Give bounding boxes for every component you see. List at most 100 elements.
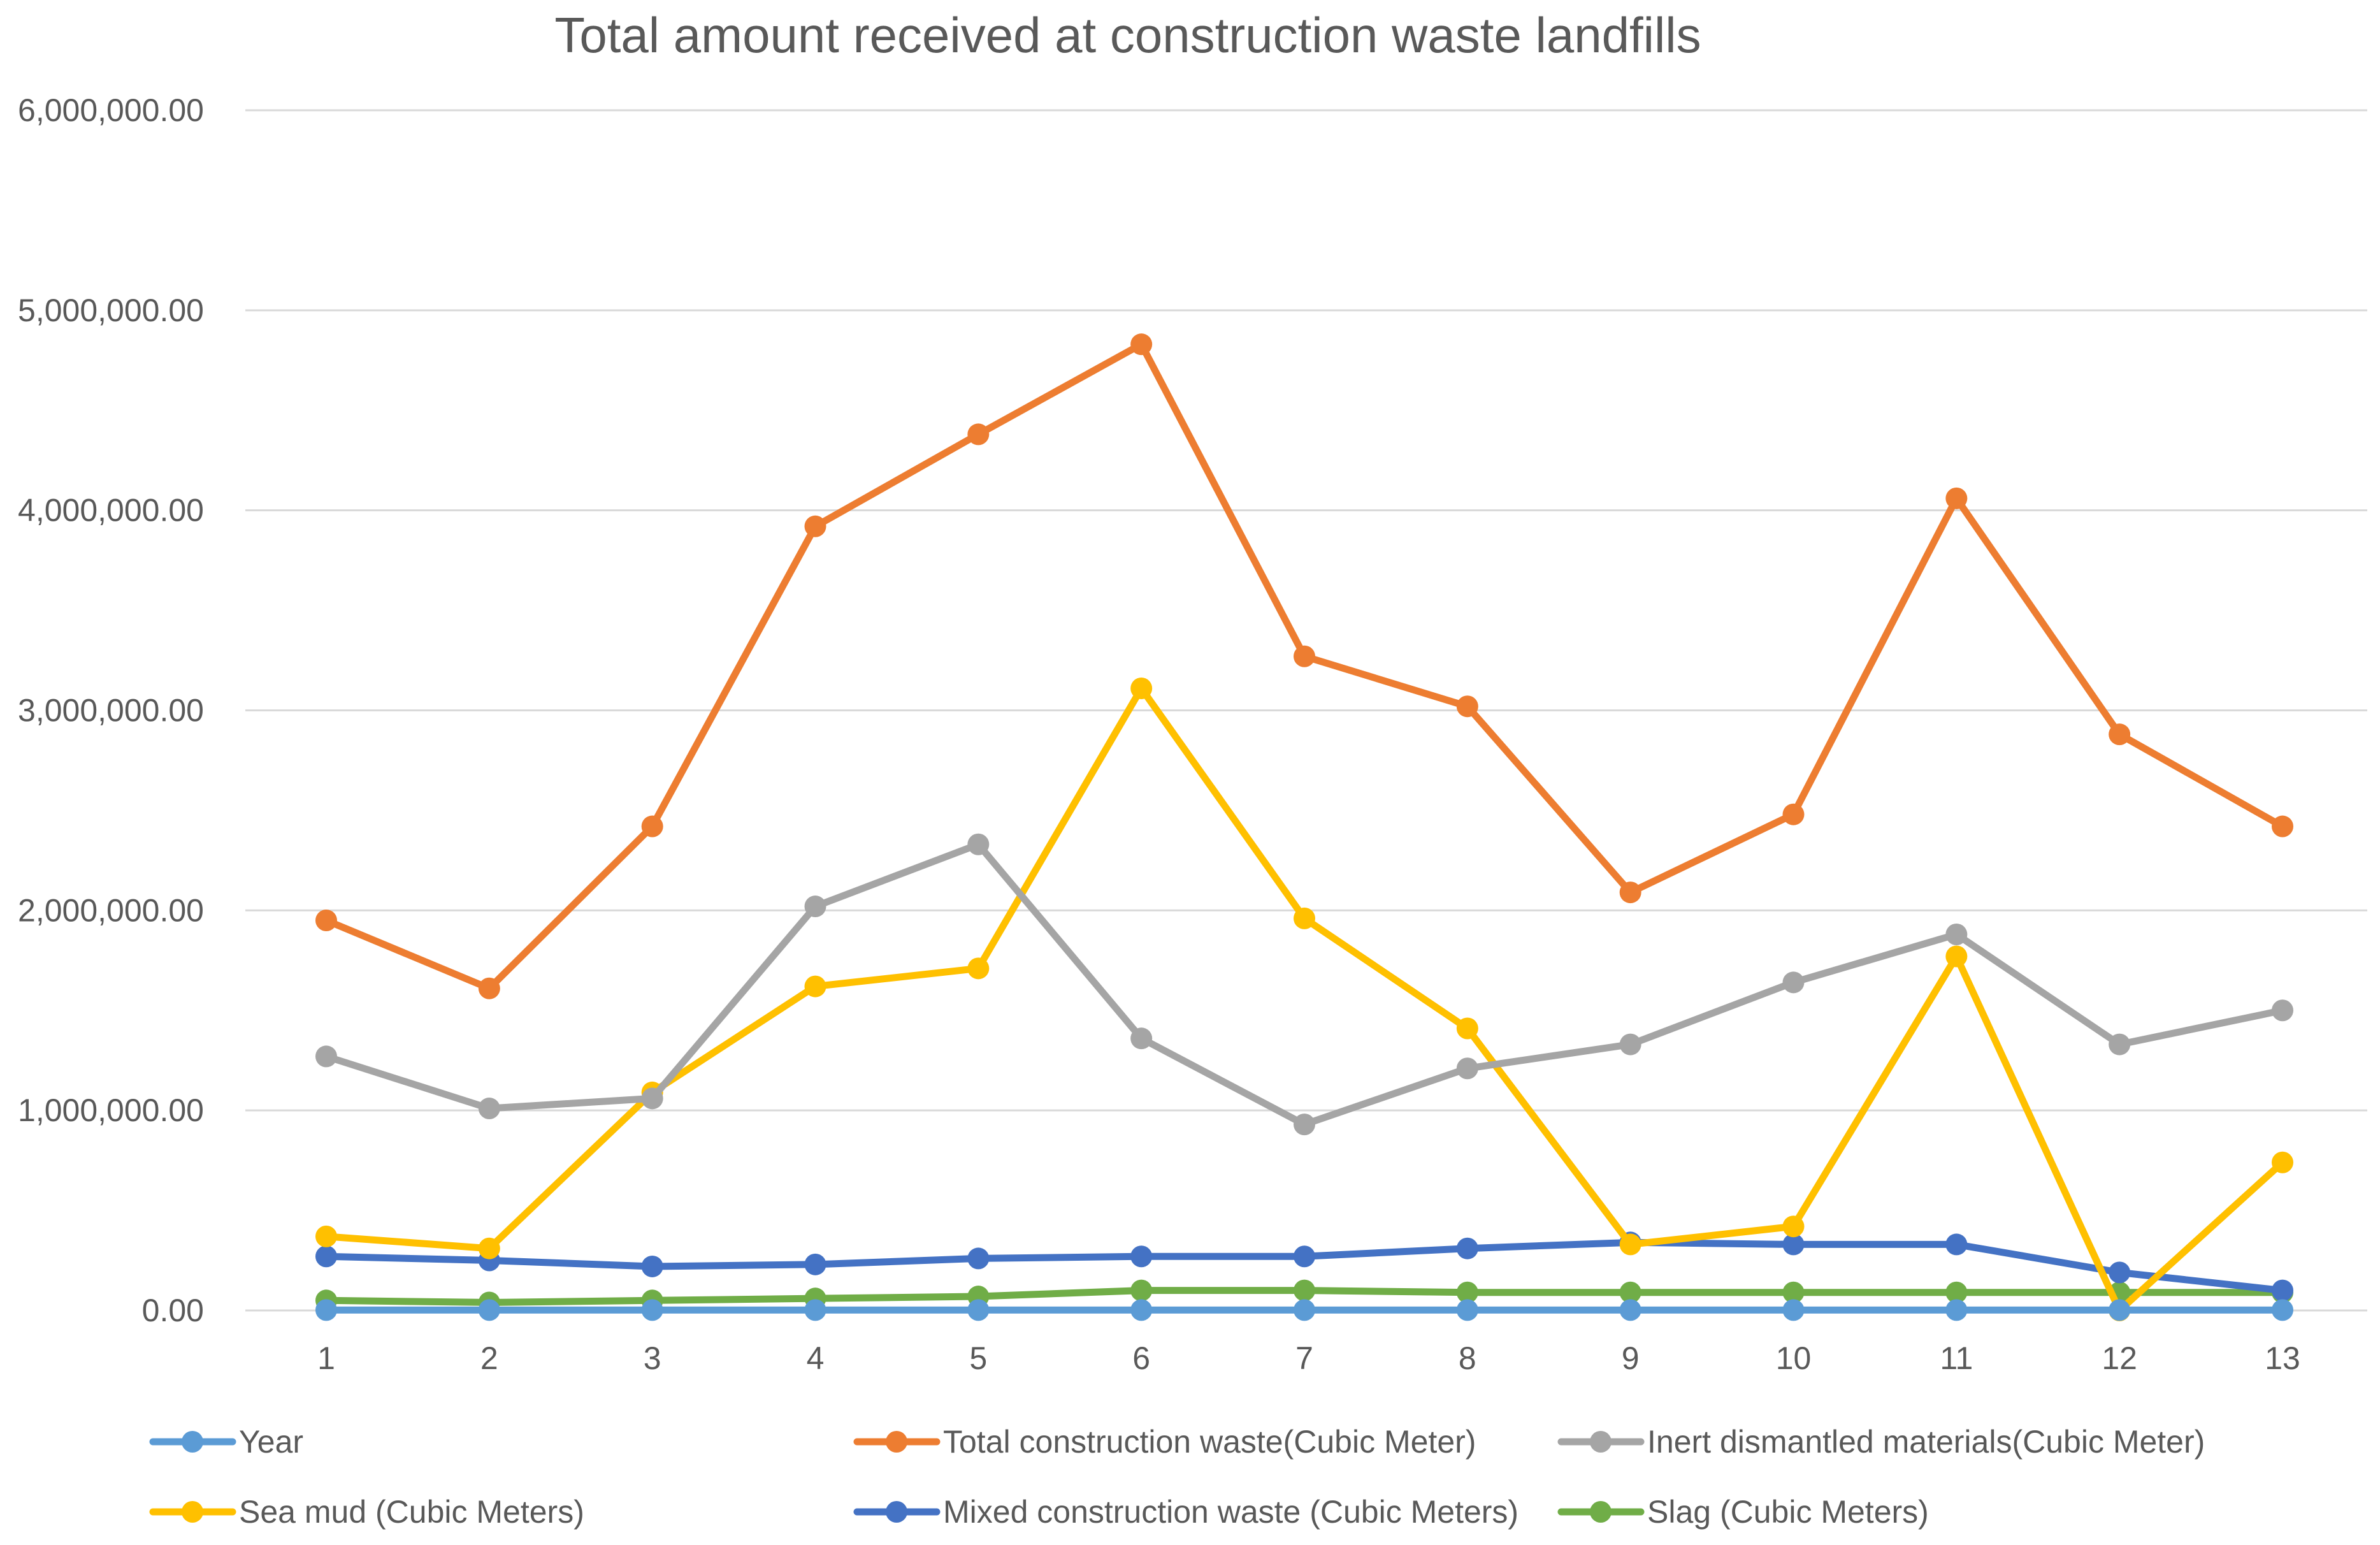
legend: Year Total construction waste(Cubic Meter…: [149, 1424, 2205, 1530]
data-point: [641, 1255, 663, 1277]
legend-item: Total construction waste(Cubic Meter): [853, 1424, 1476, 1460]
data-point: [1294, 645, 1315, 667]
series-0: [315, 1299, 2293, 1321]
legend-item: Slag (Cubic Meters): [1557, 1494, 1929, 1530]
x-tick-label: 8: [1459, 1340, 1476, 1376]
data-point: [1130, 333, 1153, 356]
x-tick-label: 7: [1295, 1340, 1313, 1376]
x-tick-label: 13: [2265, 1340, 2300, 1376]
y-tick-label: 0.00: [142, 1293, 204, 1328]
data-point: [1456, 1281, 1478, 1303]
data-point: [2109, 1033, 2131, 1055]
data-point: [1130, 1027, 1153, 1050]
data-point: [1294, 1279, 1315, 1302]
series-2: [315, 833, 2293, 1136]
legend-label: Total construction waste(Cubic Meter): [943, 1424, 1476, 1460]
data-point: [1782, 1281, 1805, 1303]
data-point: [315, 1299, 337, 1321]
data-point: [1619, 1233, 1641, 1256]
data-point: [804, 1253, 826, 1275]
data-point: [967, 423, 990, 446]
y-tick-label: 3,000,000.00: [18, 693, 204, 729]
x-tick-label: 3: [644, 1340, 661, 1376]
y-axis-ticks: 0.00 1,000,000.00 2,000,000.00 3,000,000.00…: [18, 92, 204, 1328]
y-tick-label: 4,000,000.00: [18, 493, 204, 528]
y-tick-label: 5,000,000.00: [18, 293, 204, 328]
data-point: [1782, 1299, 1805, 1321]
legend-swatch-marker: [182, 1501, 203, 1523]
data-point: [1619, 1033, 1641, 1055]
data-point: [1294, 907, 1315, 929]
y-tick-label: 2,000,000.00: [18, 892, 204, 928]
series-line: [322, 685, 2286, 1314]
data-point: [967, 957, 990, 980]
legend-label: Year: [239, 1424, 303, 1460]
data-point: [315, 1225, 337, 1247]
data-point: [641, 1299, 663, 1321]
data-point: [1945, 1233, 1968, 1256]
data-point: [2272, 1151, 2293, 1173]
data-point: [1456, 1017, 1478, 1040]
data-point: [478, 977, 500, 999]
legend-item: Sea mud (Cubic Meters): [149, 1494, 584, 1530]
x-axis-ticks: 1 2 3 4 5 6 7 8 9 10 11 12 13: [317, 1340, 2300, 1376]
data-point: [478, 1098, 500, 1120]
data-point: [1456, 1057, 1478, 1080]
data-point: [1294, 1245, 1315, 1268]
y-tick-label: 1,000,000.00: [18, 1092, 204, 1128]
series-3: [315, 677, 2293, 1321]
data-point: [2109, 1261, 2131, 1284]
legend-swatch-marker: [1590, 1501, 1612, 1523]
legend-item: Mixed construction waste (Cubic Meters): [853, 1494, 1518, 1530]
data-point: [478, 1237, 500, 1259]
data-point: [804, 515, 826, 537]
data-point: [315, 1245, 337, 1268]
legend-label: Inert dismantled materials(Cubic Meter): [1647, 1424, 2205, 1460]
legend-item: Year: [149, 1424, 303, 1460]
x-tick-label: 1: [317, 1340, 335, 1376]
data-point: [1130, 677, 1153, 699]
series-group: [315, 333, 2293, 1321]
data-point: [804, 896, 826, 918]
data-point: [1782, 803, 1805, 825]
data-point: [1619, 1281, 1641, 1303]
data-point: [641, 815, 663, 838]
data-point: [1619, 1299, 1641, 1321]
data-point: [804, 1299, 826, 1321]
data-point: [1456, 1237, 1478, 1259]
legend-label: Slag (Cubic Meters): [1647, 1494, 1929, 1530]
data-point: [967, 1247, 990, 1270]
data-point: [2109, 723, 2131, 746]
data-point: [315, 910, 337, 932]
x-tick-label: 10: [1776, 1340, 1812, 1376]
data-point: [1945, 923, 1968, 945]
data-point: [2272, 999, 2293, 1022]
x-tick-label: 6: [1132, 1340, 1150, 1376]
data-point: [2272, 815, 2293, 838]
data-point: [1294, 1299, 1315, 1321]
x-tick-label: 11: [1940, 1340, 1973, 1376]
y-tick-label: 6,000,000.00: [18, 92, 204, 128]
series-1: [315, 333, 2293, 999]
data-point: [1456, 1299, 1478, 1321]
legend-item: Inert dismantled materials(Cubic Meter): [1557, 1424, 2205, 1460]
data-point: [1130, 1279, 1153, 1302]
data-point: [1619, 881, 1641, 904]
data-point: [1782, 971, 1805, 994]
data-point: [967, 1299, 990, 1321]
legend-swatch-marker: [886, 1501, 907, 1523]
x-tick-label: 2: [480, 1340, 498, 1376]
data-point: [641, 1087, 663, 1110]
chart-title: Total amount received at construction wa…: [554, 7, 1701, 63]
data-point: [1945, 945, 1968, 968]
legend-label: Mixed construction waste (Cubic Meters): [943, 1494, 1518, 1530]
data-point: [2109, 1299, 2131, 1321]
data-point: [1945, 487, 1968, 509]
data-point: [1130, 1245, 1153, 1268]
data-point: [315, 1045, 337, 1068]
series-line: [322, 841, 2286, 1128]
x-tick-label: 9: [1622, 1340, 1640, 1376]
legend-swatch-marker: [886, 1431, 907, 1453]
data-point: [1945, 1299, 1968, 1321]
